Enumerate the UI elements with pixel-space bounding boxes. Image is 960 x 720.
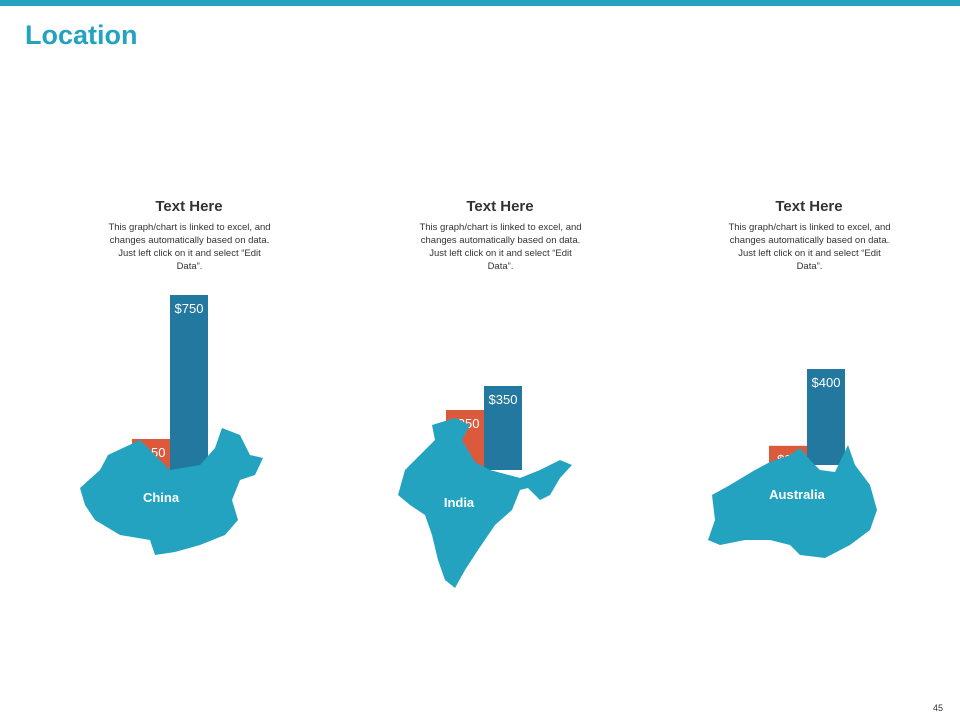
panel-title: Text Here xyxy=(466,198,534,215)
panel-description: This graph/chart is linked to excel, and… xyxy=(728,222,891,272)
panel-title: Text Here xyxy=(775,198,843,215)
map-label: India xyxy=(444,495,475,510)
slide-title: Location xyxy=(25,20,138,50)
page-number: 45 xyxy=(932,703,943,713)
australia-map xyxy=(708,445,877,558)
value-label: $750 xyxy=(175,301,204,316)
map-label: Australia xyxy=(769,487,825,502)
top-bar xyxy=(0,0,960,6)
india-map xyxy=(398,418,572,588)
bar xyxy=(170,295,208,475)
map-label: China xyxy=(143,490,180,505)
china-map xyxy=(80,428,263,555)
panel-description: This graph/chart is linked to excel, and… xyxy=(108,222,271,272)
bar xyxy=(484,386,522,470)
bar xyxy=(807,369,845,465)
panel-title: Text Here xyxy=(155,198,223,215)
value-label: $350 xyxy=(489,392,518,407)
value-label: $400 xyxy=(812,375,841,390)
panel-description: This graph/chart is linked to excel, and… xyxy=(419,222,582,272)
map-labels: China India Australia xyxy=(143,487,826,510)
